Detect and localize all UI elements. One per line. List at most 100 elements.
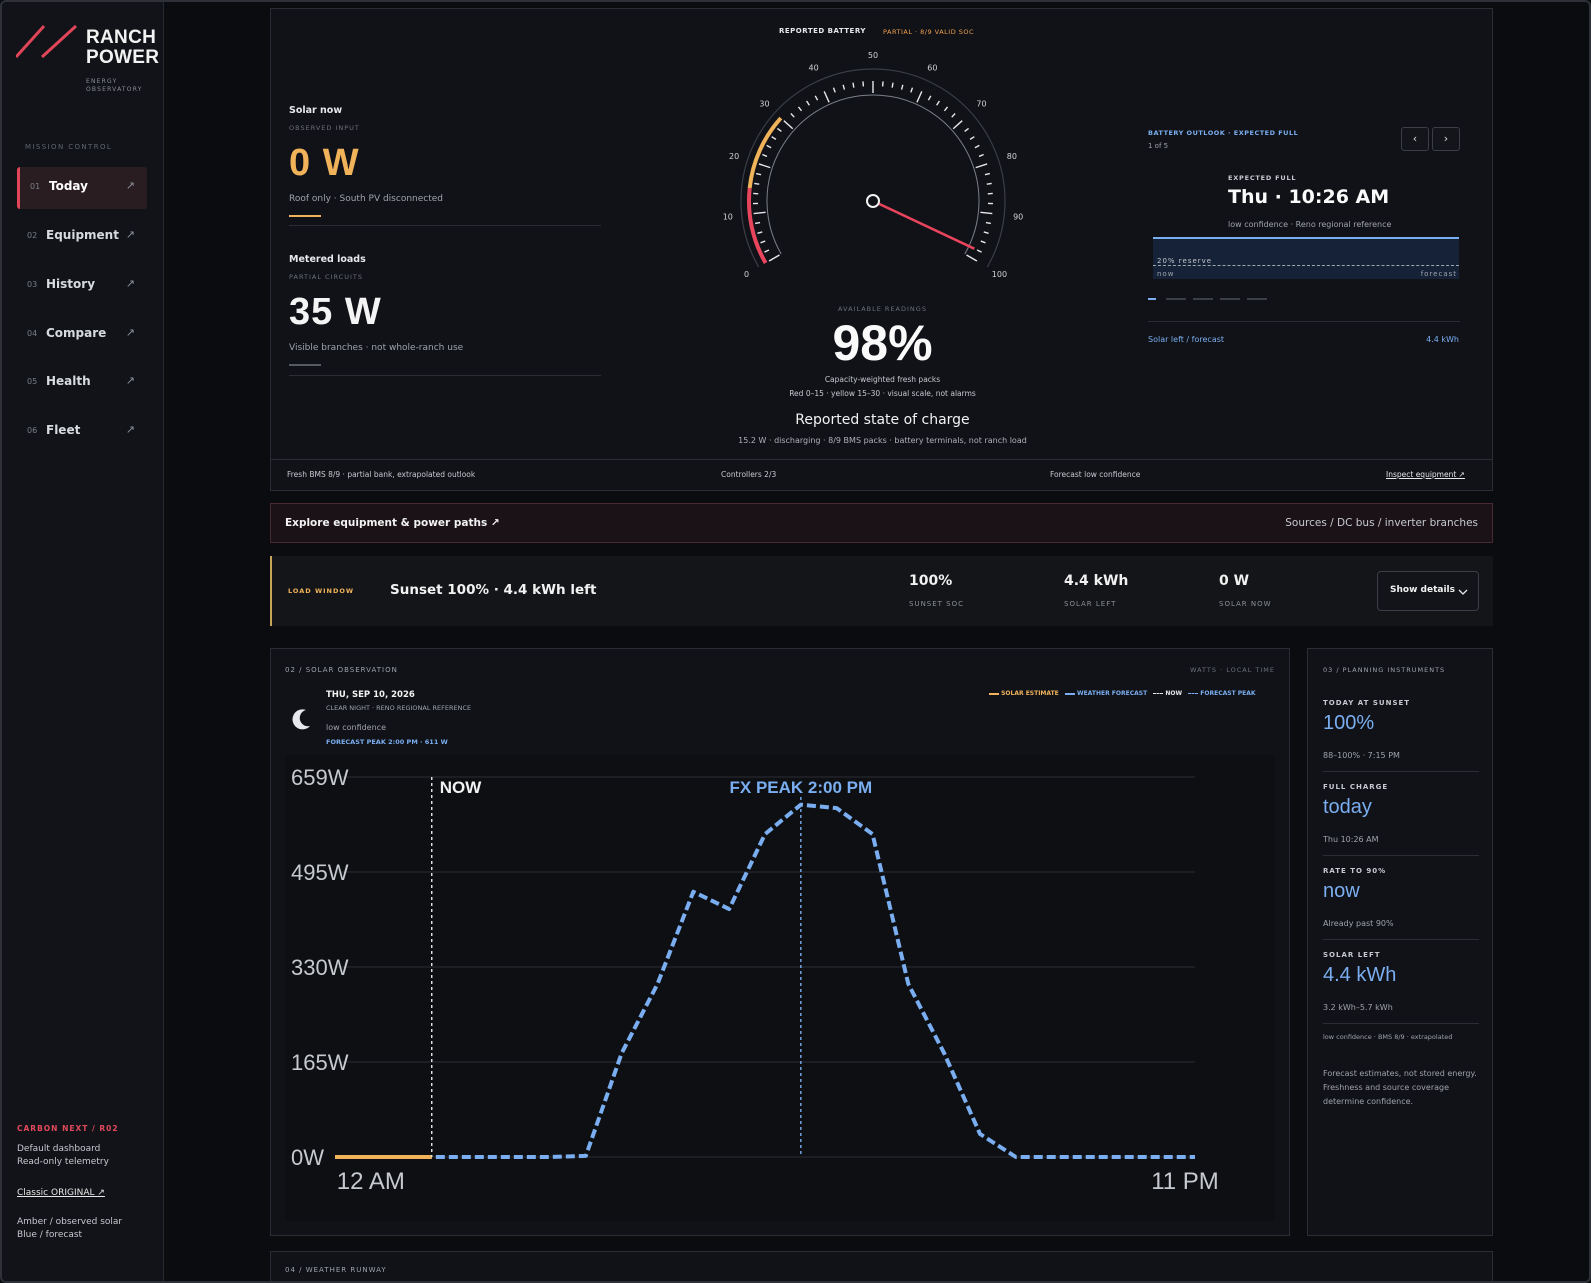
gauge-tick: [852, 82, 855, 88]
pager-dot[interactable]: [1193, 298, 1213, 300]
rate-plan: now: [1323, 880, 1360, 902]
nav-label: Health: [46, 374, 91, 388]
outlook-sparkline: 20% reserve now forecast: [1153, 237, 1459, 279]
gauge-tick: [842, 84, 846, 90]
outlook-label: BATTERY OUTLOOK · EXPECTED FULL: [1148, 129, 1299, 137]
y-tick-label: 659W: [291, 765, 349, 790]
nav-item-fleet[interactable]: 06 Fleet ↗: [17, 411, 147, 453]
nav-label: Fleet: [46, 423, 81, 437]
load-window-title: Sunset 100% · 4.4 kWh left: [390, 582, 597, 598]
weather-runway-card: 04 / WEATHER RUNWAY: [270, 1251, 1493, 1281]
load-window-bar: LOAD WINDOW Sunset 100% · 4.4 kWh left 1…: [270, 556, 1493, 626]
gauge-tick: [969, 136, 975, 140]
planning-card: 03 / PLANNING INSTRUMENTS TODAY AT SUNSE…: [1307, 648, 1493, 1236]
pager-dot[interactable]: [1220, 298, 1240, 300]
y-tick-label: 0W: [291, 1145, 324, 1170]
plan-sub: Already past 90%: [1323, 919, 1394, 928]
inspect-equipment-link[interactable]: Inspect equipment ↗: [1386, 470, 1465, 479]
nav-item-history[interactable]: 03 History ↗: [17, 265, 147, 307]
nav-item-equipment[interactable]: 02 Equipment ↗: [17, 216, 147, 258]
gauge-tick: [980, 211, 993, 215]
sunset-soc-plan: 100%: [1323, 712, 1375, 734]
nav-num: 01: [30, 182, 41, 191]
legend-solar-swatch: [989, 692, 999, 695]
gauge-tick: [978, 153, 984, 158]
gauge-tick-label: 10: [723, 212, 733, 221]
explore-link[interactable]: Explore equipment & power paths ↗: [285, 517, 500, 529]
y-tick-label: 330W: [291, 955, 349, 980]
divider: [1148, 321, 1460, 322]
pager-dot[interactable]: [1247, 298, 1267, 300]
loads-caption: PARTIAL CIRCUITS: [289, 273, 363, 281]
gauge-tick: [976, 249, 982, 253]
plan-note: Forecast estimates, not stored energy. F…: [1323, 1069, 1477, 1106]
chevron-down-icon: [1458, 589, 1468, 595]
nav-num: 02: [27, 231, 38, 240]
gauge-tick-label: 40: [809, 64, 819, 73]
forecast-series-line: [370, 802, 1195, 1159]
divider: [1323, 1023, 1479, 1024]
nav-item-health[interactable]: 05 Health ↗: [17, 362, 147, 404]
gauge-tick-label: 50: [868, 51, 878, 60]
divider: [1323, 939, 1479, 940]
solar-now-caption: OBSERVED INPUT: [289, 124, 360, 132]
gauge-needle: [872, 199, 975, 250]
gauge-tick: [764, 249, 770, 253]
plan-sub: Thu 10:26 AM: [1323, 835, 1379, 844]
y-tick-label: 495W: [291, 860, 349, 885]
gauge-tick-label: 60: [927, 64, 937, 73]
nav-item-compare[interactable]: 04 Compare ↗: [17, 314, 147, 356]
arrow-icon: ↗: [125, 228, 135, 241]
pager-dot-active[interactable]: [1148, 298, 1156, 300]
footer-status: Fresh BMS 8/9 · partial bank, extrapolat…: [287, 470, 476, 479]
arrow-icon: ↗: [125, 179, 135, 192]
soc-title: Reported state of charge: [795, 412, 970, 428]
note-line: Read-only telemetry: [17, 1157, 109, 1167]
gauge-tick: [756, 172, 762, 176]
nav-num: 03: [27, 280, 38, 289]
gauge-inner-arc: [766, 94, 980, 255]
gauge-tick: [966, 254, 978, 262]
gauge-tick: [754, 182, 760, 185]
chart-legend: SOLAR ESTIMATE WEATHER FORECAST NOW FORE…: [989, 690, 1256, 697]
build-label: CARBON NEXT / R02: [17, 1124, 119, 1133]
plan-label: FULL CHARGE: [1323, 783, 1389, 791]
gauge-available: AVAILABLE READINGS: [838, 305, 927, 313]
section-title: 02 / SOLAR OBSERVATION: [285, 666, 398, 674]
classic-link[interactable]: Classic ORIGINAL ↗: [17, 1188, 105, 1198]
show-details-label: Show details: [1390, 585, 1455, 595]
loads-value: 35 W: [289, 291, 382, 333]
moon-icon: [292, 709, 310, 730]
nav-num: 05: [27, 377, 38, 386]
note-line: Default dashboard: [17, 1144, 101, 1154]
solar-now-title: Solar now: [289, 105, 343, 116]
confidence-label: low confidence: [326, 723, 386, 732]
gauge-tick: [983, 231, 989, 234]
nav-num: 06: [27, 426, 38, 435]
legend-peak: FORECAST PEAK: [1200, 690, 1256, 697]
gauge-outer-arc: [740, 68, 1006, 268]
prev-button[interactable]: ‹: [1401, 127, 1429, 151]
gauge-badge: PARTIAL · 8/9 VALID SOC: [883, 28, 975, 36]
gauge-tick-label: 100: [992, 270, 1007, 279]
legend-line: Blue / forecast: [17, 1230, 83, 1240]
show-details-button[interactable]: Show details: [1377, 571, 1479, 611]
nav-label: Compare: [46, 326, 107, 340]
reserve-line: [1153, 265, 1459, 266]
gauge-note: Capacity-weighted fresh packs: [824, 375, 941, 384]
nav-item-today[interactable]: 01 Today ↗: [17, 167, 147, 209]
divider: [1323, 855, 1479, 856]
expected-full-note: low confidence · Reno regional reference: [1228, 220, 1392, 229]
nav-label: History: [46, 277, 96, 291]
pager-dot[interactable]: [1166, 298, 1186, 300]
hero-card: Solar now OBSERVED INPUT 0 W Roof only ·…: [270, 8, 1493, 491]
solar-now-note: Roof only · South PV disconnected: [289, 194, 444, 204]
legend-line: Amber / observed solar: [17, 1217, 123, 1227]
brand-line1: RANCH: [86, 27, 157, 48]
arrow-icon: ↗: [125, 326, 135, 339]
gauge-tick: [753, 211, 766, 215]
gauge-tick: [814, 95, 819, 101]
gauge-label: REPORTED BATTERY: [779, 27, 866, 35]
explore-bar[interactable]: Explore equipment & power paths ↗ Source…: [270, 503, 1493, 543]
next-button[interactable]: ›: [1432, 127, 1460, 151]
